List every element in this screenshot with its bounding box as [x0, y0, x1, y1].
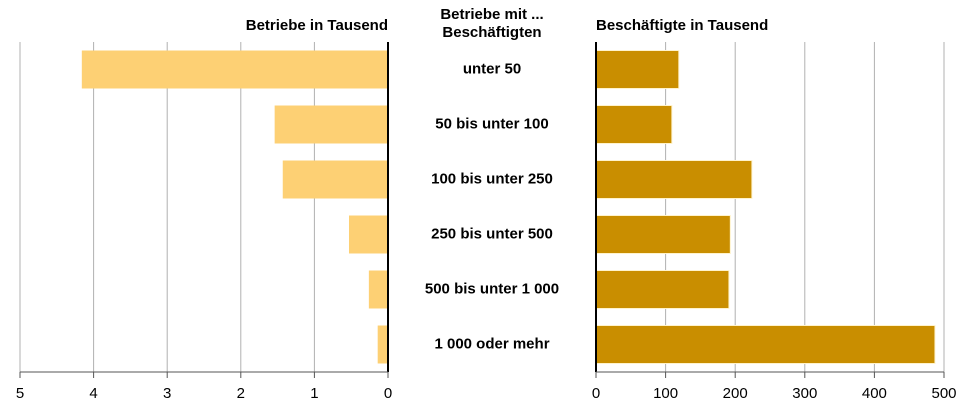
x-tick-label: 3	[163, 385, 171, 402]
bar	[595, 105, 673, 144]
category-title: Betriebe mit ... Beschäftigten	[440, 6, 544, 41]
bar	[274, 105, 388, 144]
category-label: 100 bis unter 250	[431, 170, 553, 187]
x-tick-label: 500	[931, 385, 956, 402]
category-label: unter 50	[463, 60, 521, 77]
bar	[348, 215, 388, 254]
bar	[81, 50, 388, 89]
category-label: 1 000 oder mehr	[434, 335, 549, 352]
x-tick-label: 2	[237, 385, 245, 402]
x-tick-label: 200	[723, 385, 748, 402]
x-tick-label: 1	[310, 385, 318, 402]
x-tick-label: 300	[792, 385, 817, 402]
chart-title: Beschäftigte in Tausend	[596, 17, 768, 34]
x-tick-label: 4	[89, 385, 97, 402]
category-label: 500 bis unter 1 000	[425, 280, 559, 297]
bar	[595, 50, 680, 89]
category-label: 250 bis unter 500	[431, 225, 553, 242]
bar	[595, 325, 936, 364]
x-tick-label: 400	[862, 385, 887, 402]
bar	[595, 160, 753, 199]
x-tick-label: 5	[16, 385, 24, 402]
bar	[377, 325, 388, 364]
bar	[282, 160, 388, 199]
x-tick-label: 100	[653, 385, 678, 402]
bar	[368, 270, 388, 309]
bar	[595, 215, 731, 254]
chart-title: Betriebe in Tausend	[246, 17, 388, 34]
x-tick-label: 0	[592, 385, 600, 402]
bar	[595, 270, 730, 309]
x-tick-label: 0	[384, 385, 392, 402]
category-label: 50 bis unter 100	[435, 115, 548, 132]
